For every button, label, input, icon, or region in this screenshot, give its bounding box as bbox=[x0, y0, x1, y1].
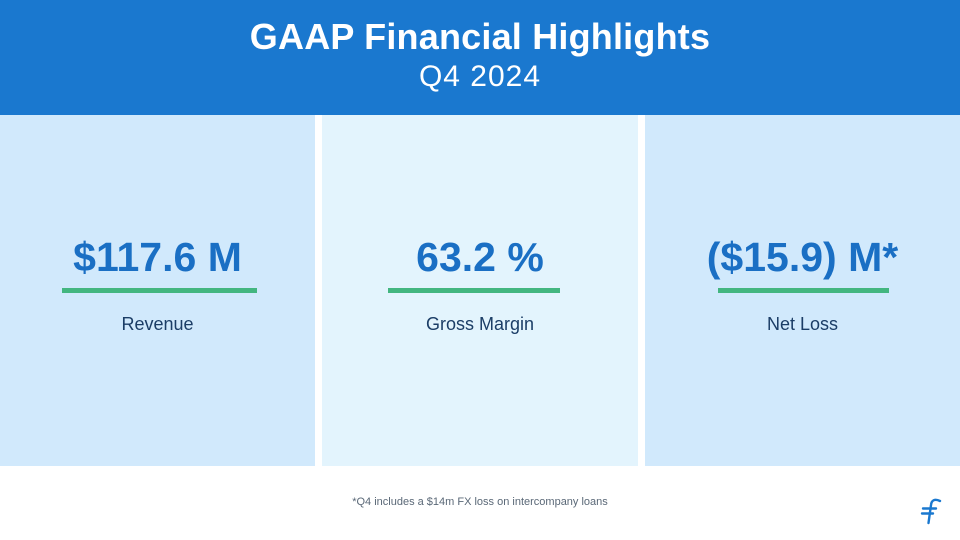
footnote: *Q4 includes a $14m FX loss on intercomp… bbox=[352, 496, 608, 508]
brand-logo-icon bbox=[920, 498, 942, 525]
slide-header: GAAP Financial Highlights Q4 2024 bbox=[0, 0, 960, 115]
revenue-label: Revenue bbox=[121, 314, 194, 334]
slide-title: GAAP Financial Highlights bbox=[249, 16, 711, 57]
net-loss-panel: ($15.9) M* Net Loss bbox=[645, 115, 960, 466]
gross-margin-underline bbox=[388, 288, 560, 293]
net-loss-label: Net Loss bbox=[766, 314, 839, 334]
revenue-panel: $117.6 M Revenue bbox=[0, 115, 315, 466]
net-loss-value: ($15.9) M* bbox=[706, 234, 899, 280]
gross-margin-label: Gross Margin bbox=[425, 314, 535, 334]
net-loss-underline bbox=[718, 288, 889, 293]
gross-margin-panel: 63.2 % Gross Margin bbox=[322, 115, 638, 466]
slide-subtitle: Q4 2024 bbox=[418, 60, 542, 93]
gross-margin-value: 63.2 % bbox=[416, 234, 544, 280]
revenue-underline bbox=[62, 288, 257, 293]
revenue-value: $117.6 M bbox=[73, 234, 242, 280]
